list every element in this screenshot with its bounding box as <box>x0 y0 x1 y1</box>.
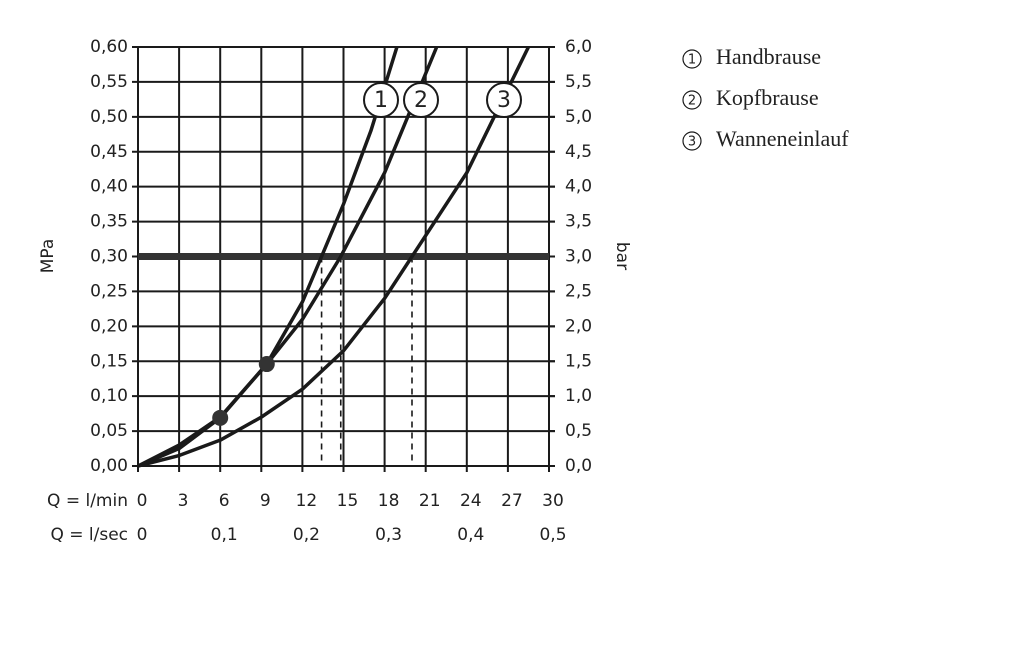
x2-tick-label: 0,2 <box>293 525 320 545</box>
legend-number: 3 <box>688 135 696 150</box>
x-tick-label: 21 <box>419 491 441 511</box>
y-tick-label: 0,45 <box>90 142 128 162</box>
curve-label: 3 <box>497 88 511 113</box>
legend-entry: Wanneneinlauf <box>716 126 849 151</box>
curve <box>137 46 531 468</box>
y-tick-label: 0,20 <box>90 316 128 336</box>
y2-tick-label: 5,5 <box>565 72 592 92</box>
x-tick-label: 18 <box>378 491 400 511</box>
x-tick-label: 12 <box>296 491 318 511</box>
x-tick-label: 24 <box>460 491 482 511</box>
y-tick-label: 0,35 <box>90 212 128 232</box>
y2-tick-label: 3,5 <box>565 212 592 232</box>
y2-tick-label: 0,5 <box>565 421 592 441</box>
y-tick-label: 0,40 <box>90 177 128 197</box>
x-tick-label: 0 <box>137 491 148 511</box>
y2-tick-label: 2,0 <box>565 316 592 336</box>
legend-number: 2 <box>688 94 696 109</box>
x-tick-label: 27 <box>501 491 523 511</box>
legend-circle <box>682 49 702 69</box>
curve <box>137 46 439 468</box>
legend-circle <box>682 131 702 151</box>
x2-tick-label: 0,3 <box>375 525 402 545</box>
y2-tick-label: 3,0 <box>565 247 592 267</box>
legend-entry: Handbrause <box>716 44 821 69</box>
x2-tick-label: 0 <box>137 525 148 545</box>
legend-number: 1 <box>688 53 696 68</box>
curve-label-circle <box>486 82 522 118</box>
x2-tick-label: 0,1 <box>211 525 238 545</box>
curve-label-circle <box>363 82 399 118</box>
x2-axis-label: Q = l/sec <box>50 525 128 545</box>
y-axis-label: MPa <box>38 239 58 274</box>
x-tick-label: 3 <box>178 491 189 511</box>
y2-axis-label: bar <box>612 242 632 270</box>
point <box>212 409 229 426</box>
y2-tick-label: 6,0 <box>565 37 592 57</box>
x-tick-label: 15 <box>337 491 359 511</box>
x2-tick-label: 0,4 <box>457 525 484 545</box>
legend-circle <box>682 90 702 110</box>
y2-tick-label: 1,5 <box>565 351 592 371</box>
y-tick-label: 0,05 <box>90 421 128 441</box>
point <box>258 356 275 373</box>
curve <box>137 46 399 468</box>
y-tick-label: 0,00 <box>90 456 128 476</box>
x2-tick-label: 0,5 <box>539 525 566 545</box>
curve-label: 2 <box>414 88 428 113</box>
y-tick-label: 0,25 <box>90 281 128 301</box>
legend-entry: Kopfbrause <box>716 85 819 110</box>
y-tick-label: 0,55 <box>90 72 128 92</box>
y2-tick-label: 5,0 <box>565 107 592 127</box>
curve-label: 1 <box>374 88 388 113</box>
y-tick-label: 0,50 <box>90 107 128 127</box>
x-axis-label: Q = l/min <box>47 491 128 511</box>
y-tick-label: 0,15 <box>90 351 128 371</box>
x-tick-label: 30 <box>542 491 564 511</box>
y2-tick-label: 4,5 <box>565 142 592 162</box>
y2-tick-label: 1,0 <box>565 386 592 406</box>
y2-tick-label: 2,5 <box>565 281 592 301</box>
y2-tick-label: 4,0 <box>565 177 592 197</box>
y-tick-label: 0,60 <box>90 37 128 57</box>
y2-tick-label: 0,0 <box>565 456 592 476</box>
x-tick-label: 9 <box>260 491 271 511</box>
y-tick-label: 0,30 <box>90 247 128 267</box>
y-tick-label: 0,10 <box>90 386 128 406</box>
x-tick-label: 6 <box>219 491 230 511</box>
curve-label-circle <box>403 82 439 118</box>
